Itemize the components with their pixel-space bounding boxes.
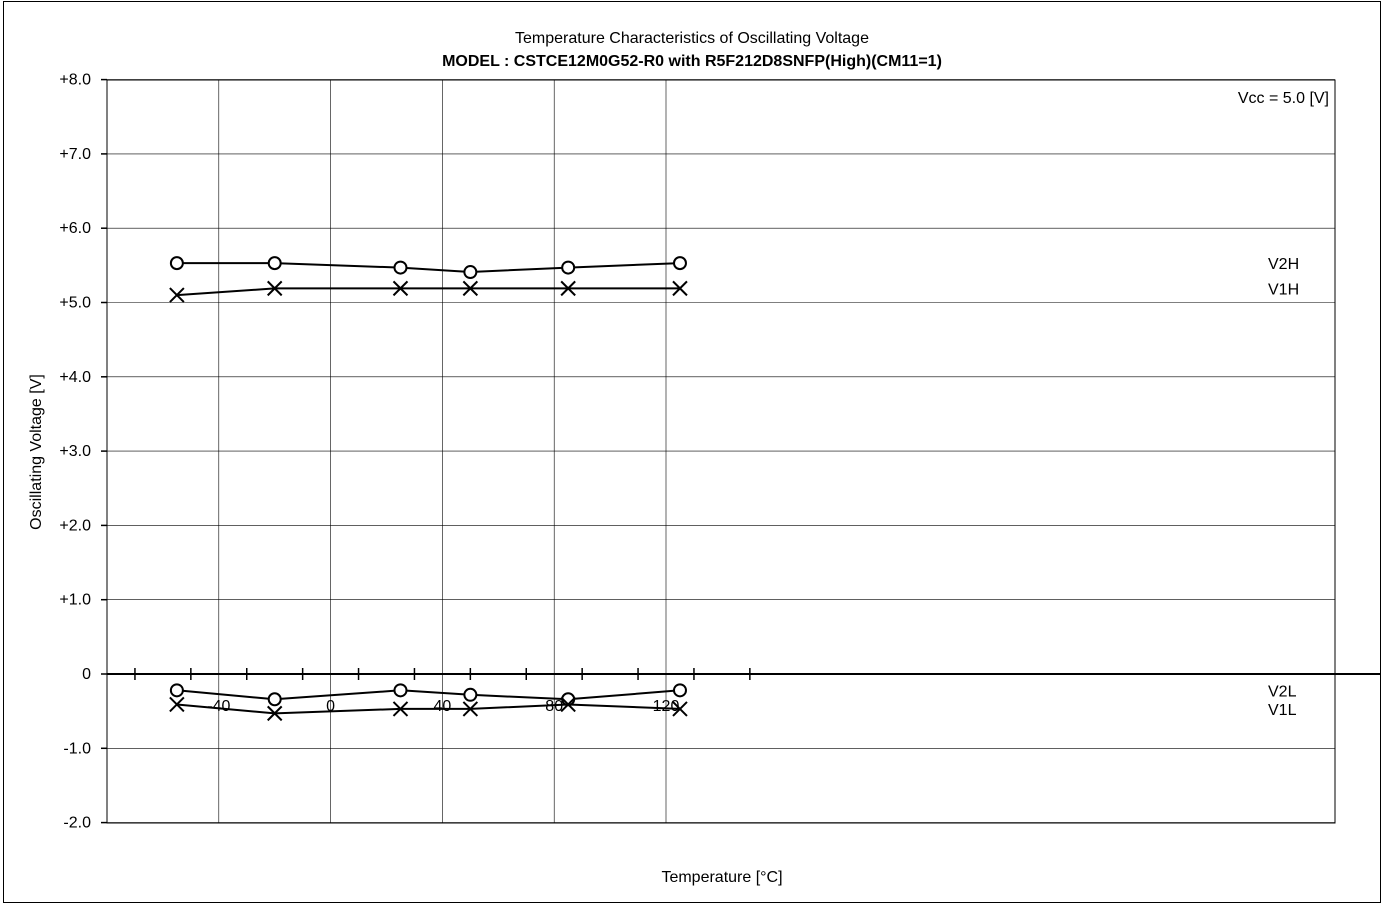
y-tick-label: +5.0: [59, 295, 91, 312]
series-label-v2l: V2L: [1268, 683, 1297, 700]
point-v2h: [464, 266, 476, 278]
point-v2l: [674, 684, 686, 696]
point-v2l: [394, 684, 406, 696]
series-label-v1h: V1H: [1268, 281, 1299, 298]
point-v2h: [269, 257, 281, 269]
y-tick-label: -2.0: [63, 815, 91, 832]
series-line-v2h: [177, 263, 680, 272]
point-v2l: [171, 684, 183, 696]
chart-title: Temperature Characteristics of Oscillati…: [515, 30, 869, 47]
y-tick-label: +8.0: [59, 72, 91, 89]
x-axis-label: Temperature [°C]: [661, 869, 782, 886]
y-tick-label: +1.0: [59, 592, 91, 609]
point-v2h: [171, 257, 183, 269]
point-v2l: [269, 693, 281, 705]
y-tick-label: +7.0: [59, 146, 91, 163]
y-tick-label: 0: [82, 666, 91, 683]
y-tick-label: +3.0: [59, 443, 91, 460]
series-label-v2h: V2H: [1268, 256, 1299, 273]
y-tick-label: +2.0: [59, 517, 91, 534]
y-tick-label: -1.0: [63, 740, 91, 757]
x-tick-label: 40: [434, 698, 452, 715]
y-axis-label: Oscillating Voltage [V]: [28, 374, 45, 530]
series-line-v1h: [177, 288, 680, 295]
point-v2h: [394, 262, 406, 274]
point-v2l: [464, 689, 476, 701]
series-label-v1l: V1L: [1268, 702, 1297, 719]
series-line-v2l: [177, 690, 680, 699]
y-tick-label: +4.0: [59, 369, 91, 386]
plot-area: [107, 80, 1335, 823]
x-tick-label: -40: [207, 698, 230, 715]
vcc-annotation: Vcc = 5.0 [V]: [1238, 90, 1329, 107]
y-tick-label: +6.0: [59, 220, 91, 237]
point-v2h: [562, 262, 574, 274]
x-tick-label: 80: [545, 698, 563, 715]
series-line-v1l: [177, 705, 680, 714]
point-v2h: [674, 257, 686, 269]
chart-subtitle: MODEL : CSTCE12M0G52-R0 with R5F212D8SNF…: [442, 53, 942, 70]
